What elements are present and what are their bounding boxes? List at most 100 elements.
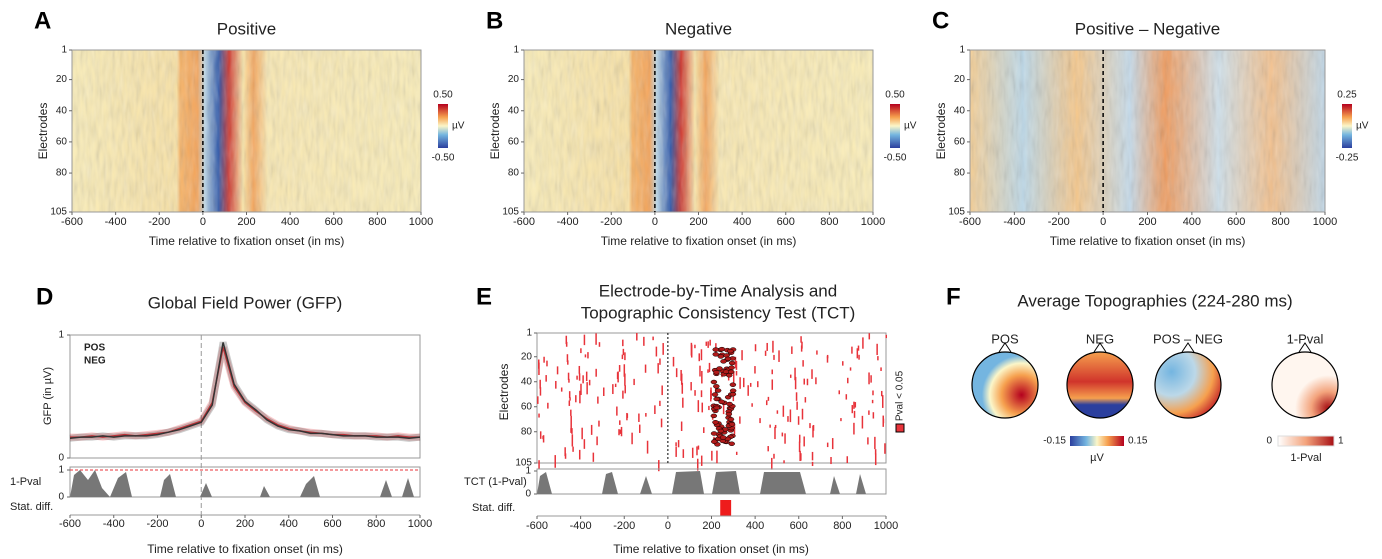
legend-entry: POS: [84, 343, 105, 354]
speckle: [884, 443, 886, 454]
speckle: [800, 345, 803, 352]
speckle: [537, 396, 539, 404]
colorbar-unit: µV: [452, 121, 465, 132]
speckle: [840, 418, 842, 422]
speckle: [690, 382, 692, 391]
speckle: [872, 412, 875, 419]
speckle: [657, 363, 659, 374]
speckle: [539, 379, 541, 389]
pval-frame: [69, 466, 421, 498]
cluster: [714, 388, 722, 393]
speckle: [568, 378, 570, 383]
speckle: [787, 416, 789, 422]
speckle: [697, 400, 700, 413]
speckle: [546, 360, 548, 367]
speckle: [598, 342, 601, 347]
colorbar-min: -0.50: [884, 153, 907, 164]
speckle: [711, 450, 713, 461]
speckle: [772, 340, 774, 353]
speckle: [708, 405, 710, 411]
speckle: [565, 335, 568, 345]
speckle: [661, 385, 663, 396]
speckle: [842, 361, 844, 366]
speckle: [868, 372, 870, 385]
speckle: [812, 425, 814, 438]
speckle: [851, 346, 853, 354]
speckle: [598, 420, 600, 427]
speckle: [826, 356, 829, 363]
panel-letter: B: [486, 7, 503, 34]
cbar-label: Pval < 0.05: [895, 370, 906, 421]
speckle: [774, 426, 776, 440]
x-tick-label: -600: [59, 518, 81, 530]
speckle: [622, 348, 625, 356]
y-tick-label: 0: [58, 453, 64, 464]
x-tick-label: 1000: [1313, 216, 1337, 228]
colorbar-unit: µV: [904, 121, 917, 132]
speckle: [568, 391, 571, 398]
speckle: [803, 378, 805, 385]
y-tick-label: 60: [508, 137, 520, 148]
x-tick-label: 200: [1138, 216, 1156, 228]
colorbar-min: 0: [1266, 436, 1272, 447]
panel-title: Positive – Negative: [1075, 19, 1221, 38]
gfp-band: [70, 346, 420, 441]
tct-label: TCT (1-Pval): [464, 476, 527, 488]
speckle: [570, 409, 572, 416]
x-tick-label: -200: [600, 216, 622, 228]
cluster: [710, 413, 718, 419]
speckle: [584, 354, 587, 358]
speckle: [709, 339, 711, 346]
speckle: [571, 428, 573, 434]
speckle: [556, 366, 559, 375]
speckle: [698, 353, 700, 362]
panel-letter: A: [34, 7, 51, 34]
speckle: [539, 387, 542, 396]
speckle: [654, 405, 656, 415]
x-tick-label: 800: [368, 216, 386, 228]
colorbar: [438, 104, 448, 148]
x-tick-label: 1000: [861, 216, 885, 228]
pval-tick-label: 0: [58, 492, 64, 503]
cluster: [728, 365, 735, 370]
speckle: [815, 377, 817, 385]
speckle: [754, 344, 757, 352]
sig-interval: [720, 500, 732, 516]
head-label: POS – NEG: [1153, 331, 1223, 346]
speckle: [592, 452, 595, 462]
speckle: [794, 367, 796, 381]
speckle: [806, 378, 809, 386]
cbar-swatch: [895, 423, 905, 433]
speckle: [735, 451, 738, 455]
x-axis-label: Time relative to fixation onset (in ms): [147, 542, 343, 556]
speckle: [583, 439, 586, 449]
cluster: [710, 379, 718, 385]
speckle: [560, 387, 563, 392]
y-tick-label: 1: [513, 45, 519, 56]
speckle: [857, 345, 860, 351]
x-tick-label: -600: [526, 520, 548, 532]
speckle: [734, 356, 737, 369]
speckle: [587, 352, 589, 359]
speckle: [874, 453, 877, 466]
x-tick-label: -600: [513, 216, 535, 228]
speckle: [569, 397, 571, 401]
head-nose: [1298, 342, 1312, 353]
gfp-line: [69, 342, 421, 440]
y-tick-label: 40: [508, 105, 520, 116]
legend-entry: NEG: [84, 356, 106, 367]
x-tick-label: 0: [665, 520, 671, 532]
speckle: [735, 361, 738, 370]
x-tick-label: -600: [959, 216, 981, 228]
tct-frame: [536, 468, 887, 495]
speckle: [597, 396, 599, 404]
speckle: [639, 424, 641, 433]
speckle: [694, 344, 696, 349]
cluster: [713, 370, 720, 375]
speckle: [682, 449, 685, 458]
speckle: [705, 341, 708, 346]
speckle: [881, 395, 884, 408]
y-tick-label: 20: [508, 74, 520, 85]
y-tick-label: 60: [954, 137, 966, 148]
x-tick-label: 800: [820, 216, 838, 228]
